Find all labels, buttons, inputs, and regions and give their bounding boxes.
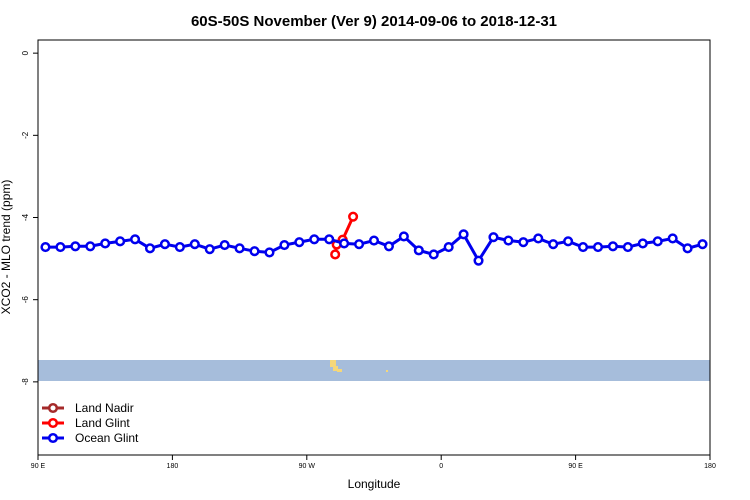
chart-title: 60S-50S November (Ver 9) 2014-09-06 to 2… [191, 13, 557, 30]
data-point [40, 242, 51, 253]
x-axis-label: Longitude [348, 477, 401, 491]
data-point [85, 241, 96, 252]
data-point [368, 235, 380, 246]
data-point [637, 238, 648, 249]
x-tick-label: 90 W [299, 463, 316, 470]
x-tick-label: 180 [167, 463, 179, 470]
data-point [652, 236, 663, 247]
data-point [204, 244, 215, 255]
legend-label: Land Nadir [75, 401, 134, 415]
data-point [473, 255, 484, 266]
data-point [264, 247, 275, 258]
data-point [533, 233, 544, 244]
plot-frame [37, 39, 711, 456]
data-point [428, 249, 439, 260]
x-tick-label: 180 [704, 463, 716, 470]
data-point [144, 243, 156, 254]
y-tick-label: -2 [21, 131, 30, 139]
data-point [682, 243, 693, 254]
legend-marker [47, 417, 59, 429]
x-tick-label: 0 [439, 463, 443, 470]
data-point [339, 238, 350, 249]
data-point [279, 239, 290, 251]
map-land [330, 360, 388, 372]
data-point [488, 232, 499, 243]
y-tick-label: -8 [21, 378, 30, 386]
data-point [607, 241, 618, 252]
data-point [115, 236, 126, 247]
y-tick-label: -6 [21, 296, 30, 304]
data-point [130, 234, 141, 245]
data-point [219, 239, 230, 251]
data-point [413, 245, 424, 256]
data-point [234, 243, 245, 254]
data-point [548, 239, 559, 250]
data-point [563, 236, 574, 247]
y-axis-label: XCO2 - MLO trend (ppm) [0, 180, 13, 315]
data-point [592, 242, 604, 253]
data-point [354, 239, 365, 250]
data-point [443, 242, 454, 253]
data-point [249, 246, 260, 257]
map-strip [38, 360, 710, 381]
data-point [503, 235, 514, 246]
data-point [189, 239, 200, 250]
data-point [294, 237, 305, 248]
data-point [348, 211, 359, 222]
x-tick-label: 90 E [568, 463, 583, 470]
data-point [100, 238, 111, 249]
legend-label: Ocean Glint [75, 431, 139, 445]
legend-label: Land Glint [75, 416, 130, 430]
data-point [697, 239, 708, 250]
x-tick-label: 90 E [31, 463, 46, 470]
data-point [159, 239, 170, 250]
y-tick-label: 0 [21, 50, 30, 55]
data-point [667, 233, 678, 244]
data-point [458, 229, 469, 240]
data-point [55, 242, 66, 253]
data-point [309, 234, 320, 245]
data-point [622, 242, 633, 253]
data-point [174, 242, 185, 253]
data-point [70, 241, 81, 252]
legend-marker [47, 432, 59, 444]
data-point [578, 242, 589, 253]
legend-marker [47, 402, 59, 414]
data-point [324, 234, 335, 245]
data-point [330, 249, 341, 260]
data-point [383, 241, 394, 252]
y-tick-label: -4 [21, 213, 30, 221]
data-point [518, 237, 529, 248]
data-point [398, 231, 409, 242]
